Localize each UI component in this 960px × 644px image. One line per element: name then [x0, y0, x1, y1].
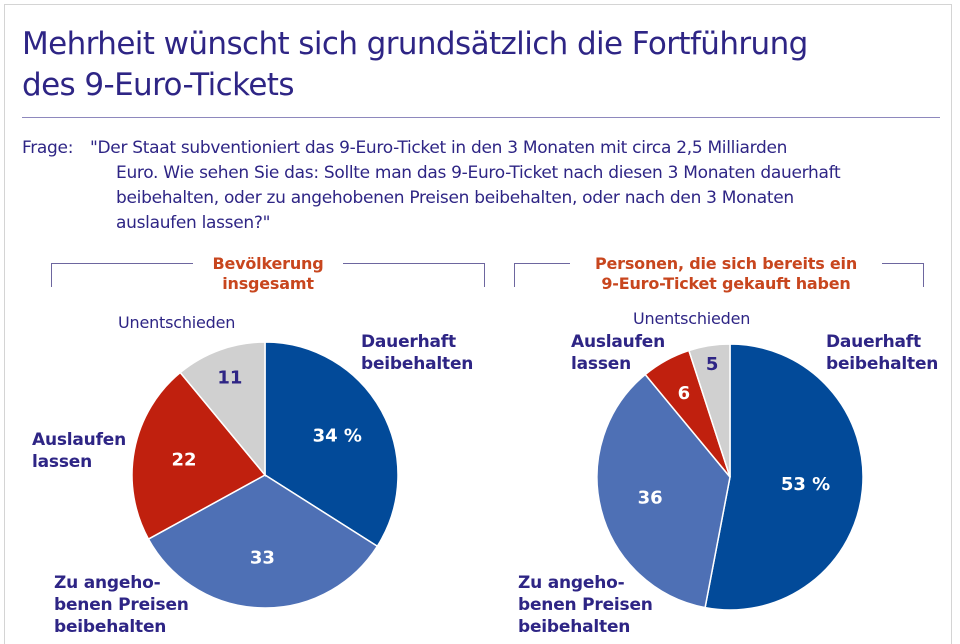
- pie-1-slice-unentschieden: [687, 343, 731, 478]
- question-label: Frage:: [22, 138, 74, 158]
- chart-title: Mehrheit wünscht sich grundsätzlich die …: [22, 24, 942, 106]
- chart-frame: [4, 4, 952, 644]
- right-label-auslaufen: Auslaufen lassen: [571, 331, 665, 375]
- question-line-2: Euro. Wie sehen Sie das: Sollte man das …: [116, 163, 841, 183]
- pie-1-value-auslaufen: 6: [678, 383, 691, 404]
- group-title-left-line-1: Bevölkerung: [212, 254, 324, 273]
- left-label-auslaufen: Auslaufen lassen: [32, 429, 126, 473]
- group-title-right-line-2: 9-Euro-Ticket gekauft haben: [601, 274, 851, 293]
- pie-1-slice-dauerhaft: [704, 343, 864, 611]
- pie-1-slice-angehoben: [596, 373, 731, 609]
- group-title-right-line-1: Personen, die sich bereits ein: [594, 254, 858, 273]
- question-line-3: beibehalten, oder zu angehobenen Preisen…: [116, 188, 794, 208]
- pie-0-slice-unentschieden: [179, 341, 266, 478]
- left-label-angehoben-line-2: benen Preisen: [54, 595, 189, 615]
- left-label-angehoben-line-1: Zu angeho-: [54, 573, 161, 593]
- pie-0-slice-dauerhaft: [264, 341, 399, 548]
- pie-0-value-dauerhaft: 34 %: [313, 425, 362, 446]
- left-label-unentschieden: Unentschieden: [118, 313, 236, 332]
- left-label-auslaufen-line-1: Auslaufen: [32, 430, 127, 450]
- right-label-angehoben: Zu angeho- benen Preisen beibehalten: [518, 572, 653, 638]
- pie-0-value-unentschieden: 11: [217, 367, 242, 388]
- right-label-dauerhaft-line-1: Dauerhaft: [826, 332, 921, 352]
- title-line-1: Mehrheit wünscht sich grundsätzlich die …: [22, 26, 808, 62]
- question-text: "Der Staat subventioniert das 9-Euro-Tic…: [90, 136, 920, 236]
- pie-1-value-dauerhaft: 53 %: [781, 474, 830, 495]
- pie-left: 34 % 33 22 11: [131, 341, 399, 609]
- title-line-2: des 9-Euro-Tickets: [22, 67, 295, 103]
- left-label-angehoben-line-3: beibehalten: [54, 617, 167, 637]
- pie-0-value-angehoben: 33: [250, 547, 275, 568]
- right-label-auslaufen-line-2: lassen: [571, 354, 631, 374]
- left-label-dauerhaft-line-1: Dauerhaft: [361, 332, 456, 352]
- pie-1-value-angehoben: 36: [638, 488, 663, 509]
- title-divider: [22, 117, 940, 118]
- group-title-right: Personen, die sich bereits ein 9-Euro-Ti…: [570, 254, 882, 294]
- left-label-dauerhaft: Dauerhaft beibehalten: [361, 331, 473, 375]
- right-label-angehoben-line-1: Zu angeho-: [518, 573, 625, 593]
- pie-0-slice-auslaufen: [131, 371, 267, 541]
- left-label-angehoben: Zu angeho- benen Preisen beibehalten: [54, 572, 189, 638]
- pie-1-value-unentschieden: 5: [706, 354, 719, 375]
- group-title-left-line-2: insgesamt: [222, 274, 314, 293]
- question-line-1: "Der Staat subventioniert das 9-Euro-Tic…: [90, 138, 788, 158]
- right-label-auslaufen-line-1: Auslaufen: [571, 332, 666, 352]
- right-label-angehoben-line-3: beibehalten: [518, 617, 631, 637]
- right-label-angehoben-line-2: benen Preisen: [518, 595, 653, 615]
- left-label-auslaufen-line-2: lassen: [32, 452, 92, 472]
- pie-0-value-auslaufen: 22: [171, 450, 196, 471]
- right-label-unentschieden: Unentschieden: [633, 309, 751, 328]
- pie-right: 53 % 36 65: [596, 343, 864, 611]
- question-line-4: auslaufen lassen?": [116, 213, 271, 233]
- right-label-dauerhaft-line-2: beibehalten: [826, 354, 939, 374]
- group-title-left: Bevölkerung insgesamt: [193, 254, 343, 294]
- right-label-dauerhaft: Dauerhaft beibehalten: [826, 331, 938, 375]
- left-label-dauerhaft-line-2: beibehalten: [361, 354, 474, 374]
